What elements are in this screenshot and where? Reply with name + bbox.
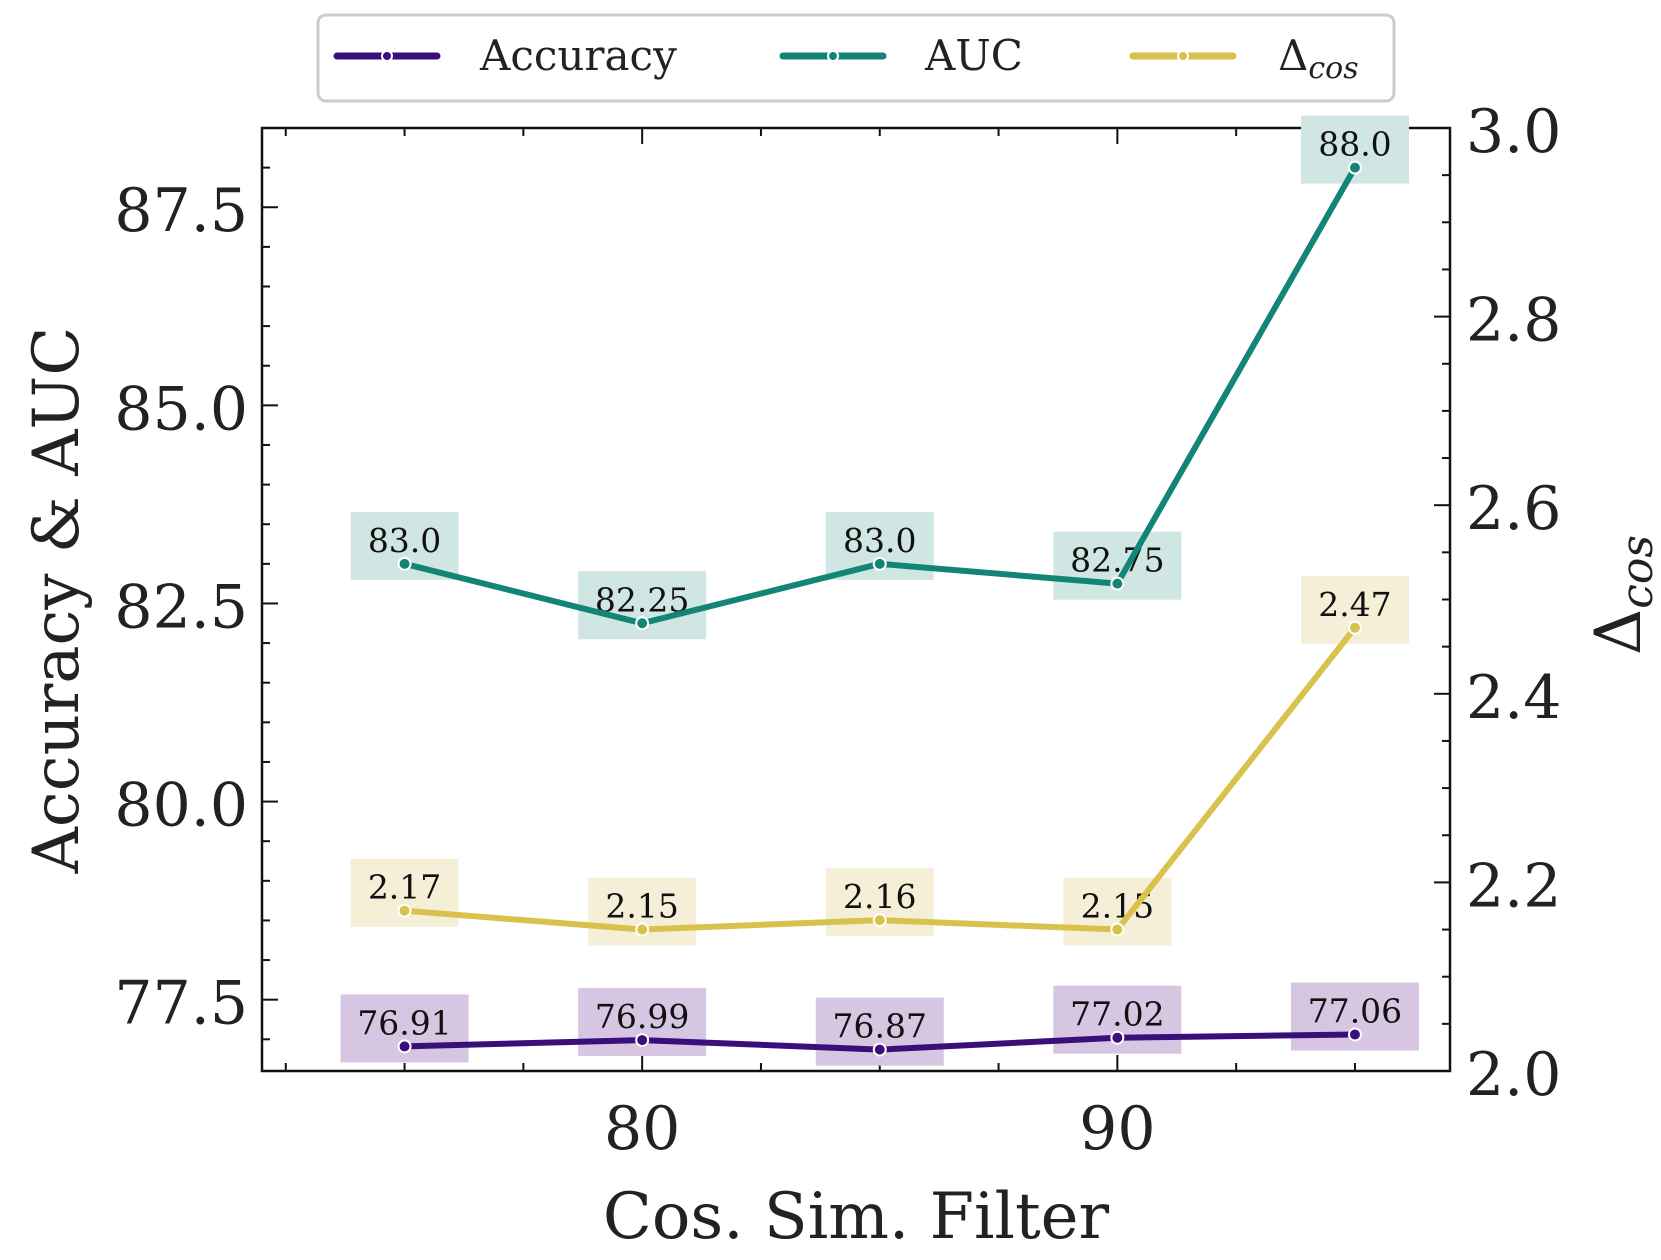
series-accuracy-point — [635, 1033, 650, 1048]
y2-axis-title: Δcos — [1582, 535, 1661, 655]
legend-delta-cos-marker — [1177, 50, 1189, 62]
point-label-delta-cos: 2.16 — [843, 877, 916, 916]
series-delta-cos-point — [397, 903, 412, 918]
legend-auc-label: AUC — [924, 31, 1023, 80]
y2-tick-label: 3.0 — [1466, 97, 1561, 167]
point-label-auc: 83.0 — [843, 521, 916, 560]
y2-axis-title-sub: cos — [1612, 535, 1661, 609]
point-label-delta-cos: 2.15 — [605, 887, 678, 926]
y2-tick-label: 2.8 — [1466, 286, 1561, 356]
y2-axis-title-base: Δ — [1582, 609, 1656, 655]
legend-auc-marker — [827, 50, 839, 62]
point-label-auc: 88.0 — [1318, 125, 1391, 164]
series-auc-point — [635, 616, 650, 631]
point-label-auc: 83.0 — [368, 521, 441, 560]
series-auc-point — [397, 556, 412, 571]
y2-tick-label: 2.6 — [1466, 474, 1561, 544]
y2-tick-label: 2.2 — [1466, 851, 1561, 921]
legend-accuracy-marker — [381, 50, 393, 62]
legend-accuracy-label: Accuracy — [479, 31, 677, 80]
series-auc-point — [1347, 160, 1362, 175]
x-tick-label: 80 — [604, 1094, 680, 1164]
series-accuracy-point — [1110, 1030, 1125, 1045]
y-tick-label: 85.0 — [114, 374, 248, 444]
legend-delta-cos-base: Δ — [1278, 31, 1308, 80]
point-label-accuracy: 77.02 — [1070, 995, 1164, 1034]
y-tick-label: 77.5 — [114, 969, 248, 1039]
point-label-delta-cos: 2.15 — [1081, 887, 1154, 926]
series-layer — [397, 160, 1362, 1057]
x-axis-title: Cos. Sim. Filter — [603, 1180, 1110, 1254]
series-delta-cos-point — [1110, 922, 1125, 937]
point-label-delta-cos: 2.47 — [1318, 585, 1391, 624]
ticks-layer: 80 90 77.5 80.0 82.5 85.0 87.5 2.0 2.2 2.4 2.6 2.8 3… — [114, 97, 1561, 1164]
y-tick-label: 82.5 — [114, 572, 248, 642]
point-label-accuracy: 76.87 — [833, 1007, 927, 1046]
series-accuracy-point — [872, 1042, 887, 1057]
series-auc-point — [872, 556, 887, 571]
series-auc-point — [1110, 576, 1125, 591]
series-delta-cos-point — [635, 922, 650, 937]
y2-tick-label: 2.4 — [1466, 663, 1561, 733]
legend-delta-cos-sub: cos — [1308, 51, 1358, 86]
point-label-delta-cos: 2.17 — [368, 868, 441, 907]
y-tick-label: 80.0 — [114, 771, 248, 841]
series-delta-cos-point — [1347, 620, 1362, 635]
y-tick-label: 87.5 — [114, 176, 248, 246]
legend-delta-cos-label: Δcos — [1278, 31, 1359, 86]
series-delta-cos-point — [872, 913, 887, 928]
point-label-accuracy: 76.99 — [595, 997, 689, 1036]
x-tick-label: 90 — [1079, 1094, 1155, 1164]
point-label-auc: 82.75 — [1070, 541, 1164, 580]
y-axis-title: Accuracy & AUC — [20, 327, 94, 875]
y2-tick-label: 2.0 — [1466, 1040, 1561, 1110]
series-accuracy-point — [397, 1039, 412, 1054]
legend: Accuracy AUC Δcos — [316, 13, 1396, 103]
series-accuracy-point — [1347, 1027, 1362, 1042]
point-label-accuracy: 76.91 — [357, 1003, 451, 1042]
point-label-accuracy: 77.06 — [1308, 992, 1402, 1031]
